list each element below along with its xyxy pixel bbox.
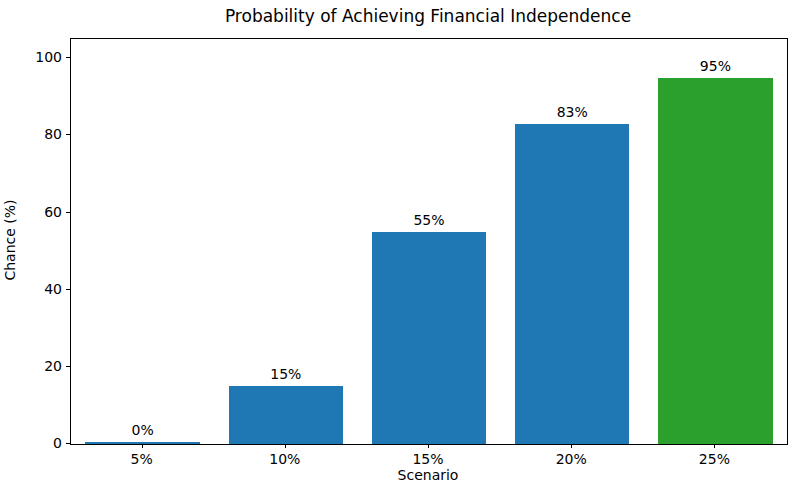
- y-tick-mark: [66, 443, 70, 444]
- y-tick-label: 20: [22, 358, 62, 374]
- y-tick-label: 0: [22, 435, 62, 451]
- x-tick-mark: [571, 444, 572, 448]
- y-tick-mark: [66, 212, 70, 213]
- y-axis-label: Chance (%): [2, 199, 18, 280]
- x-tick-label: 15%: [412, 451, 443, 467]
- plot-area: 0% 15% 55% 83% 95%: [70, 38, 788, 445]
- y-tick-mark: [66, 289, 70, 290]
- chart-title: Probability of Achieving Financial Indep…: [70, 6, 786, 26]
- bar-20%: [515, 124, 630, 444]
- y-tick-mark: [66, 366, 70, 367]
- y-tick-label: 80: [22, 126, 62, 142]
- y-tick-mark: [66, 134, 70, 135]
- bar-value-label: 0%: [131, 422, 153, 438]
- y-tick-label: 100: [22, 49, 62, 65]
- bar-25%: [658, 78, 773, 444]
- x-tick-label: 20%: [556, 451, 587, 467]
- x-tick-mark: [714, 444, 715, 448]
- bar-15%: [372, 232, 487, 444]
- x-axis-label: Scenario: [70, 467, 786, 483]
- x-tick-mark: [285, 444, 286, 448]
- y-tick-mark: [66, 57, 70, 58]
- bar-chart-figure: Probability of Achieving Financial Indep…: [0, 0, 800, 500]
- bar-value-label: 83%: [557, 104, 588, 120]
- x-tick-label: 10%: [269, 451, 300, 467]
- bar-value-label: 55%: [413, 212, 444, 228]
- x-tick-label: 5%: [130, 451, 152, 467]
- y-tick-label: 40: [22, 281, 62, 297]
- y-tick-label: 60: [22, 204, 62, 220]
- x-tick-mark: [428, 444, 429, 448]
- x-tick-mark: [142, 444, 143, 448]
- bar-10%: [229, 386, 344, 444]
- bar-value-label: 95%: [700, 58, 731, 74]
- x-tick-label: 25%: [699, 451, 730, 467]
- bar-value-label: 15%: [270, 366, 301, 382]
